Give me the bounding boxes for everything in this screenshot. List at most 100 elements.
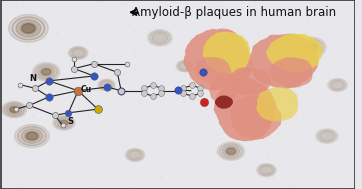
Point: [69, 34, 75, 37]
Point: [171, 59, 177, 62]
Point: [235, 6, 241, 9]
Point: [233, 47, 239, 50]
Ellipse shape: [147, 29, 172, 46]
Point: [296, 37, 302, 40]
Ellipse shape: [72, 49, 84, 57]
Point: [233, 144, 239, 147]
Point: [160, 60, 165, 63]
Point: [55, 31, 60, 34]
Point: [114, 10, 120, 13]
Point: [169, 146, 175, 149]
Point: [193, 42, 199, 45]
Point: [117, 135, 123, 138]
Point: [16, 146, 21, 149]
Point: [310, 140, 315, 143]
Point: [181, 181, 186, 184]
Point: [264, 103, 269, 106]
Point: [13, 159, 18, 162]
Point: [244, 96, 250, 99]
Point: [318, 120, 324, 123]
Polygon shape: [270, 57, 313, 88]
Point: [198, 92, 203, 95]
Point: [156, 53, 162, 56]
Point: [281, 134, 287, 137]
Point: [324, 123, 329, 126]
Ellipse shape: [331, 81, 344, 89]
Point: [300, 136, 306, 139]
Point: [177, 23, 183, 26]
Point: [266, 156, 272, 159]
Point: [212, 108, 218, 111]
Point: [22, 139, 28, 142]
Point: [63, 118, 69, 121]
Point: [315, 63, 321, 66]
Point: [0, 177, 5, 180]
Point: [24, 141, 29, 144]
Point: [5, 28, 11, 31]
Point: [163, 84, 169, 87]
Point: [300, 3, 306, 6]
Point: [113, 54, 119, 57]
Point: [11, 139, 17, 143]
Point: [128, 108, 134, 111]
Point: [264, 151, 270, 154]
Point: [228, 6, 234, 9]
Point: [153, 137, 159, 140]
Ellipse shape: [179, 62, 190, 70]
Point: [41, 119, 46, 122]
Point: [18, 76, 24, 79]
Point: [315, 113, 321, 116]
Point: [66, 119, 72, 122]
Point: [194, 35, 199, 38]
Point: [281, 66, 287, 69]
Point: [218, 13, 224, 16]
Point: [157, 176, 163, 179]
Point: [3, 172, 9, 175]
Point: [201, 180, 207, 183]
Point: [13, 2, 18, 5]
Point: [344, 132, 350, 135]
Point: [324, 5, 329, 8]
Point: [214, 150, 220, 153]
Point: [37, 53, 43, 56]
Point: [21, 115, 27, 118]
Ellipse shape: [222, 145, 240, 157]
Point: [307, 157, 312, 160]
Point: [130, 93, 135, 96]
Point: [150, 84, 156, 87]
Point: [73, 15, 79, 18]
Point: [325, 75, 331, 78]
Point: [304, 37, 310, 40]
Point: [22, 94, 28, 97]
Point: [146, 31, 152, 34]
Point: [163, 24, 168, 27]
Point: [131, 4, 137, 7]
Point: [208, 127, 214, 130]
Point: [325, 19, 331, 22]
Point: [9, 92, 14, 95]
Point: [200, 70, 206, 73]
Point: [90, 77, 96, 80]
Point: [265, 111, 271, 114]
Point: [157, 29, 163, 32]
Point: [85, 54, 90, 57]
Point: [35, 33, 41, 36]
Point: [245, 40, 251, 43]
Point: [288, 69, 294, 72]
Point: [120, 139, 126, 142]
Point: [214, 91, 219, 94]
Ellipse shape: [60, 120, 68, 125]
Point: [6, 171, 12, 174]
Point: [150, 63, 155, 66]
Point: [264, 27, 270, 30]
Point: [311, 66, 317, 69]
Point: [255, 145, 261, 148]
Point: [106, 30, 112, 33]
Point: [101, 132, 107, 135]
Point: [239, 2, 245, 5]
Point: [105, 85, 110, 88]
Point: [54, 47, 60, 50]
Point: [23, 137, 29, 140]
Point: [307, 122, 313, 125]
Point: [204, 60, 210, 63]
